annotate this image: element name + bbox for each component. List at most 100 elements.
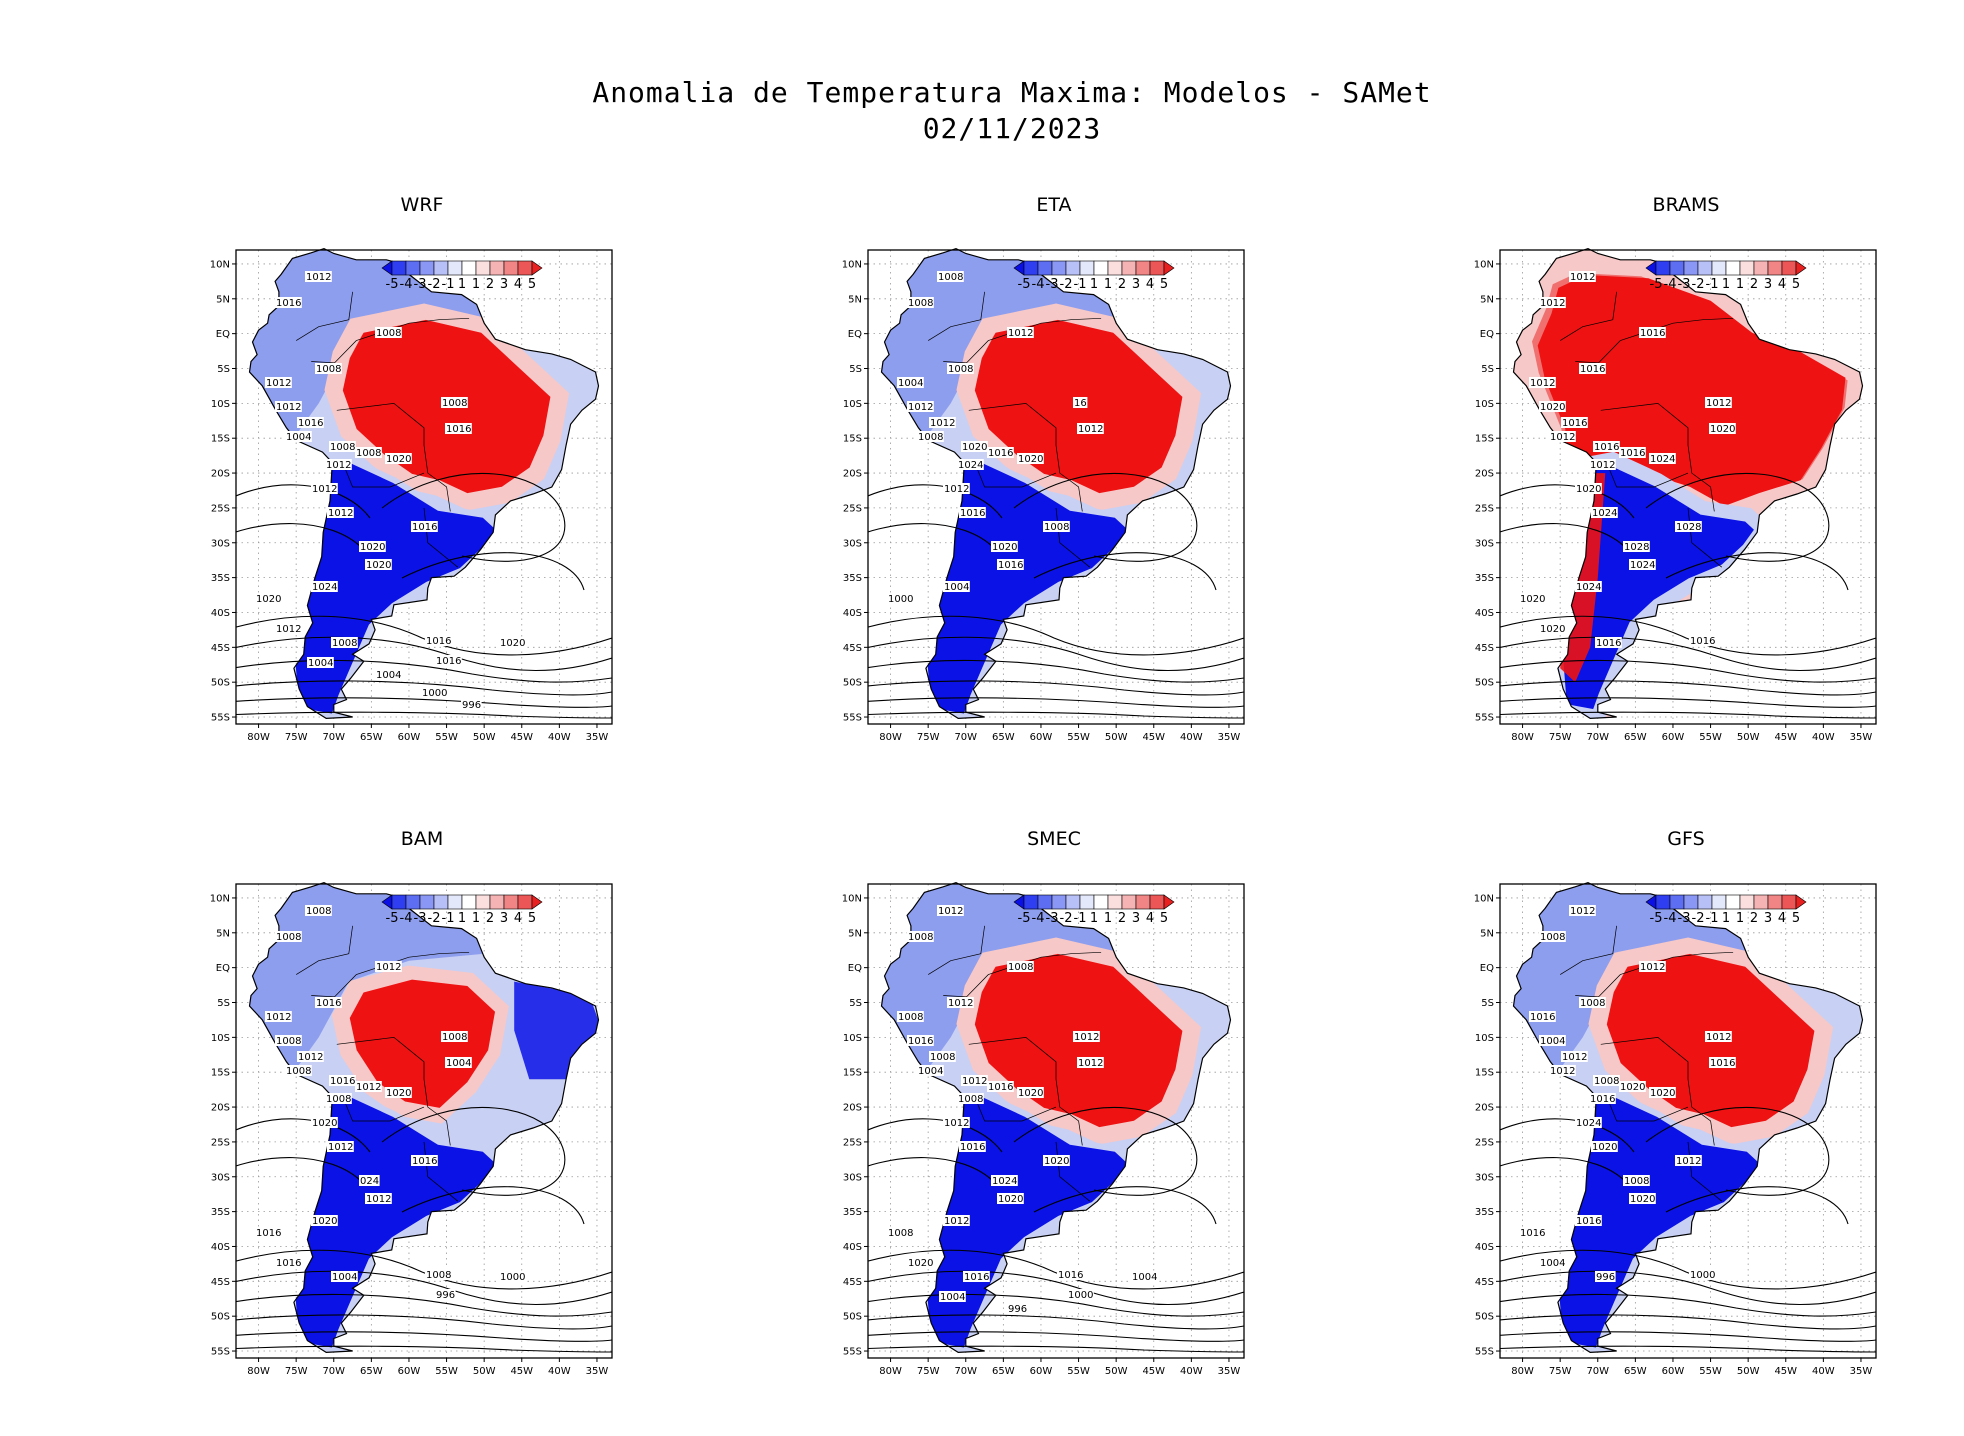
colorbar-segment [1037,894,1053,910]
isobar-line [868,1345,1244,1353]
isobar-label: 1016 [411,521,438,533]
isobar-line [868,484,1003,519]
colorbar-segment [475,260,491,276]
isobar-value: 1008 [326,1094,351,1105]
lon-label: 65W [1624,1366,1647,1377]
isobar-label: 1008 [907,297,934,309]
isobar-label: 1012 [1675,1155,1702,1167]
isobar-line [1500,615,1876,656]
isobar-label: 1008 [315,363,342,375]
lat-label: EQ [848,329,862,340]
panel-title: GFS [1667,828,1705,850]
country-border [1560,291,1617,341]
lat-label: 45S [1475,1277,1494,1288]
isobar-value: 1012 [266,378,291,389]
isobar-value: 1024 [992,1176,1017,1187]
colorbar-segment [1725,894,1741,910]
lat-label: 10N [1474,259,1494,270]
country-border [1055,507,1091,568]
isobar-label: 1020 [1539,623,1566,635]
lon-label: 50W [1737,1366,1760,1377]
isobar-value: 1020 [386,1088,411,1099]
isobar-value: 1016 [964,1272,989,1283]
isobar-value: 1008 [442,1032,467,1043]
lat-label: 35S [1475,1207,1494,1218]
lat-label: 10S [211,1033,230,1044]
isobar-label: 1020 [385,1087,412,1099]
isobar-value: 1008 [930,1052,955,1063]
country-border [928,925,985,975]
isobar-value: 1012 [1008,328,1033,339]
isobar-value: 1020 [386,454,411,465]
colorbar-label: -5 [1018,911,1031,926]
isobar-value: 996 [436,1290,455,1301]
colorbar-segment [1711,260,1727,276]
lon-label: 40W [1180,732,1203,743]
colorbar-arrow-right [1795,260,1807,276]
colorbar-label: 2 [486,911,494,926]
colorbar-label: 5 [1160,911,1168,926]
isobar-label: 1012 [375,961,402,973]
map-panel-bam: BAM 1008 1008 1012 1016 1012 1008 1008 1012 1004 1… [192,828,652,1388]
isobar-label: 1016 [1619,447,1646,459]
colorbar: -5 -4 -3 -2 -1 1 1 2 3 4 5 [1645,894,1807,926]
colorbar-label: 4 [514,277,522,292]
colorbar-label: -3 [414,911,427,926]
colorbar-label: -2 [1692,277,1705,292]
colorbar-label: 3 [500,911,508,926]
isobar-value: 1008 [938,272,963,283]
isobar-line [1033,1186,1217,1225]
lat-label: 40S [1475,1242,1494,1253]
lon-label: 80W [879,1366,902,1377]
isobar-label: 996 [435,1289,456,1301]
isobar-value: 1020 [992,542,1017,553]
colorbar-label: 4 [514,911,522,926]
colorbar-segment [447,894,463,910]
isobar-label: 1012 [325,459,352,471]
isobar-value: 1016 [1058,1270,1083,1281]
lat-label: 40S [843,608,862,619]
isobar-label: 1016 [1709,1057,1736,1069]
isobar-line [1500,1157,1627,1183]
lat-label: 30S [843,1172,862,1183]
isobar-label: 1012 [943,1215,970,1227]
isobar-label: 1016 [275,297,302,309]
lat-label: 10N [842,259,862,270]
isobar-value: 024 [360,1176,379,1187]
isobar-value: 1020 [962,442,987,453]
colorbar-segment [1655,894,1671,910]
lon-label: 75W [285,1366,308,1377]
colorbar-label: 1 [458,911,466,926]
isobar-value: 1012 [298,1052,323,1063]
lat-label: 25S [843,1137,862,1148]
colorbar-label: -3 [1678,277,1691,292]
colorbar-label: 1 [1090,911,1098,926]
isobar-lines [868,472,1244,719]
isobar-line [868,711,1244,719]
lat-label: 5S [1481,364,1494,375]
isobar-label: 1016 [315,997,342,1009]
lon-label: 80W [247,1366,270,1377]
colorbar-segment [461,260,477,276]
colorbar-segment [1683,260,1699,276]
colorbar-segment [1121,260,1137,276]
lat-label: EQ [216,963,230,974]
isobar-value: 1020 [500,638,525,649]
colorbar-segment [405,894,421,910]
isobar-value: 1008 [306,906,331,917]
isobar-value: 1012 [328,508,353,519]
isobar-label: 1020 [385,453,412,465]
isobar-label: 1012 [275,623,302,635]
lon-label: 40W [1812,1366,1835,1377]
isobar-value: 1012 [276,402,301,413]
isobar-label: 1020 [961,441,988,453]
figure-date: 02/11/2023 [922,112,1102,145]
isobar-value: 1012 [1570,906,1595,917]
isobar-label: 1008 [325,1093,352,1105]
isobar-label: 1004 [445,1057,472,1069]
isobar-label: 1020 [499,637,526,649]
isobar-label: 1012 [275,401,302,413]
isobar-value: 1012 [1590,460,1615,471]
isobar-label: 1020 [1649,1087,1676,1099]
colorbar-label: 2 [1118,277,1126,292]
